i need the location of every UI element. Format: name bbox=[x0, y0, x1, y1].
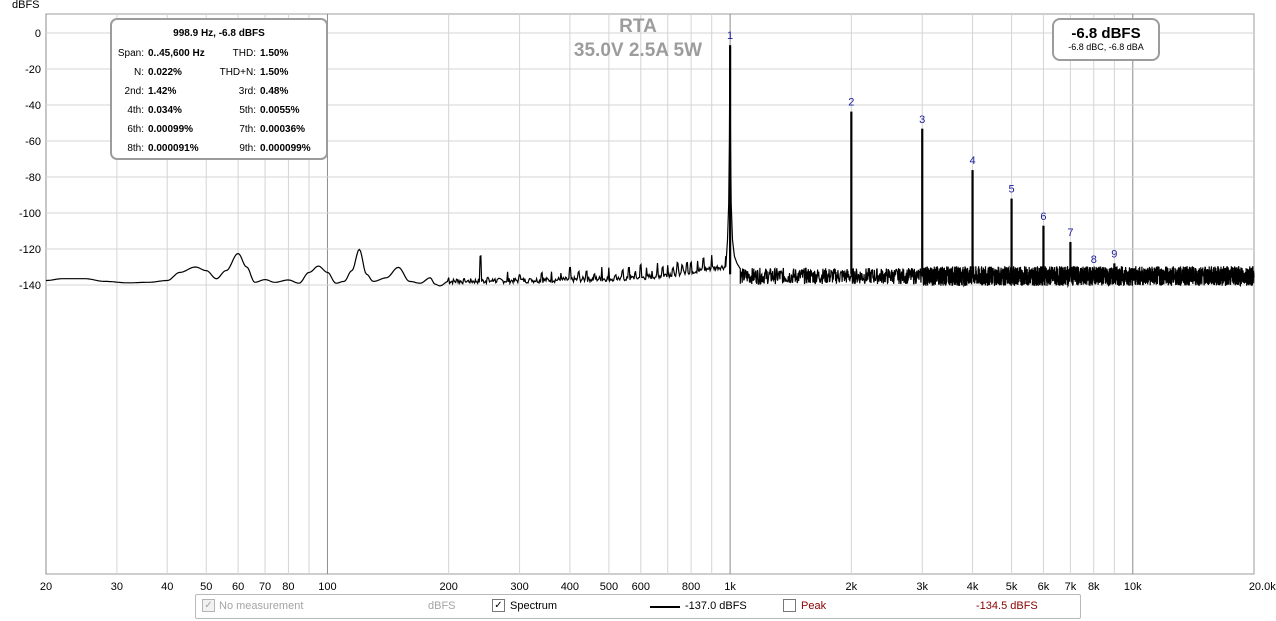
y-tick-label: -120 bbox=[19, 244, 41, 256]
x-tick-label: 7k bbox=[1065, 581, 1077, 593]
x-tick-label: 8k bbox=[1088, 581, 1100, 593]
x-tick-label: 600 bbox=[632, 581, 650, 593]
x-tick-label: 20 bbox=[40, 581, 52, 593]
x-tick-label: 1k bbox=[724, 581, 736, 593]
stat-label: Span: bbox=[117, 48, 144, 59]
x-tick-label: 200 bbox=[439, 581, 457, 593]
x-tick-label: 100 bbox=[318, 581, 336, 593]
harmonic-label-3: 3 bbox=[919, 114, 925, 126]
legend-bar: ✓ No measurement dBFS ✓ Spectrum -137.0 … bbox=[195, 594, 1081, 619]
harmonic-label-5: 5 bbox=[1009, 184, 1015, 196]
x-tick-label: 70 bbox=[259, 581, 271, 593]
stat-label: 7th: bbox=[239, 124, 256, 135]
no-measurement-label: No measurement bbox=[219, 600, 304, 612]
y-tick-label: -40 bbox=[25, 100, 41, 112]
harmonic-labels: 1 2 3 4 5 6 7 8 9 bbox=[727, 30, 1117, 266]
distortion-stats-panel[interactable]: 998.9 Hz, -6.8 dBFS Span: 0..45,600 Hz THD… bbox=[110, 18, 328, 160]
stat-value: 0.48% bbox=[260, 86, 289, 97]
harmonic-label-7: 7 bbox=[1067, 227, 1073, 239]
harmonic-label-1: 1 bbox=[727, 30, 733, 42]
x-tick-label: 6k bbox=[1038, 581, 1050, 593]
stat-value: 0.00099% bbox=[148, 124, 194, 135]
stat-label: 8th: bbox=[127, 143, 144, 154]
spectrum-series bbox=[46, 45, 1255, 289]
level-readout-main: -6.8 dBFS bbox=[1071, 25, 1141, 42]
y-tick-label: -100 bbox=[19, 208, 41, 220]
stat-label: N: bbox=[134, 67, 144, 78]
x-tick-label: 30 bbox=[111, 581, 123, 593]
stat-value: 1.42% bbox=[148, 86, 177, 97]
x-tick-label: 2k bbox=[846, 581, 858, 593]
peak-checkbox[interactable] bbox=[783, 599, 796, 612]
stats-title: 998.9 Hz, -6.8 dBFS bbox=[173, 28, 265, 39]
x-tick-label: 80 bbox=[282, 581, 294, 593]
no-measurement-unit: dBFS bbox=[428, 600, 456, 612]
chart-subtitle: 35.0V 2.5A 5W bbox=[574, 40, 702, 61]
x-tick-label: 500 bbox=[600, 581, 618, 593]
x-tick-label: 10k bbox=[1124, 581, 1142, 593]
stat-label: 9th: bbox=[239, 143, 256, 154]
stat-label: 4th: bbox=[127, 105, 144, 116]
chart-title: RTA bbox=[619, 16, 657, 37]
harmonic-label-8: 8 bbox=[1091, 254, 1097, 266]
harmonic-label-9: 9 bbox=[1111, 248, 1117, 260]
stat-label: 3rd: bbox=[238, 86, 256, 97]
x-tick-label: 400 bbox=[561, 581, 579, 593]
level-readout-sub: -6.8 dBC, -6.8 dBA bbox=[1068, 42, 1144, 52]
peak-value: -134.5 dBFS bbox=[976, 600, 1038, 612]
spectrum-value: -137.0 dBFS bbox=[685, 600, 747, 612]
stat-value: 0.022% bbox=[148, 67, 182, 78]
peak-label: Peak bbox=[801, 600, 827, 612]
stat-label: 6th: bbox=[127, 124, 144, 135]
spectrum-checkbox[interactable]: ✓ bbox=[492, 599, 505, 612]
x-tick-label: 60 bbox=[232, 581, 244, 593]
x-tick-label: 40 bbox=[161, 581, 173, 593]
spectrum-label: Spectrum bbox=[510, 600, 558, 612]
stat-label: 5th: bbox=[239, 105, 256, 116]
y-tick-label: -80 bbox=[25, 172, 41, 184]
x-tick-label: 300 bbox=[510, 581, 528, 593]
stat-value: 1.50% bbox=[260, 67, 289, 78]
spectrum-line-swatch bbox=[650, 606, 680, 608]
stat-value: 0.00036% bbox=[260, 124, 306, 135]
y-tick-label: -140 bbox=[19, 280, 41, 292]
no-measurement-checkbox[interactable]: ✓ bbox=[202, 599, 215, 612]
level-readout-panel[interactable]: -6.8 dBFS -6.8 dBC, -6.8 dBA bbox=[1052, 18, 1160, 61]
x-axis-ticks: 20 30 40 50 60 70 80 100 200 300 400 500 600 800 1k 2k 3… bbox=[40, 581, 1276, 593]
stat-value: 0.034% bbox=[148, 105, 182, 116]
stat-label: 2nd: bbox=[124, 86, 144, 97]
stat-label: THD: bbox=[232, 48, 256, 59]
y-tick-label: -20 bbox=[25, 64, 41, 76]
harmonic-label-6: 6 bbox=[1040, 211, 1046, 223]
x-tick-label: 800 bbox=[682, 581, 700, 593]
stat-value: 0.000091% bbox=[148, 143, 199, 154]
x-tick-label: 50 bbox=[200, 581, 212, 593]
y-tick-label: -60 bbox=[25, 136, 41, 148]
grid-lines bbox=[45, 14, 1254, 574]
spectrum-line bbox=[46, 45, 1255, 289]
stat-label: THD+N: bbox=[219, 67, 256, 78]
stat-value: 0.0055% bbox=[260, 105, 300, 116]
y-tick-label: 0 bbox=[35, 28, 41, 40]
stat-value: 0..45,600 Hz bbox=[148, 48, 205, 59]
stat-value: 0.000099% bbox=[260, 143, 311, 154]
y-axis-label: dBFS bbox=[12, 0, 40, 11]
harmonic-label-2: 2 bbox=[848, 97, 854, 109]
x-tick-label: 4k bbox=[967, 581, 979, 593]
x-tick-label: 5k bbox=[1006, 581, 1018, 593]
x-tick-label: 3k bbox=[916, 581, 928, 593]
stat-value: 1.50% bbox=[260, 48, 289, 59]
x-tick-label: 20.0kHz bbox=[1249, 581, 1276, 593]
y-axis-ticks: 0 -20 -40 -60 -80 -100 -120 -140 bbox=[19, 28, 41, 292]
harmonic-label-4: 4 bbox=[969, 155, 975, 167]
